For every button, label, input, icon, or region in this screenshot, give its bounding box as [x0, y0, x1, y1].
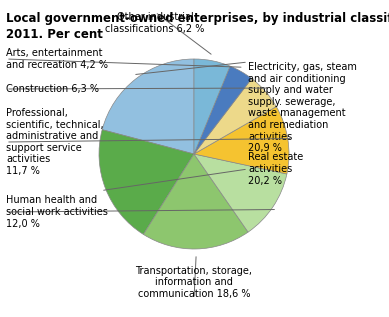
Wedge shape: [99, 130, 194, 234]
Wedge shape: [194, 107, 289, 174]
Wedge shape: [194, 59, 230, 154]
Text: Local government-owned enterprises, by industrial classification.
2011. Per cent: Local government-owned enterprises, by i…: [6, 12, 389, 41]
Text: Professional,
scientific, technical,
administrative and
support service
activiti: Professional, scientific, technical, adm…: [6, 108, 103, 176]
Text: Arts, entertainment
and recreation 4,2 %: Arts, entertainment and recreation 4,2 %: [6, 48, 108, 70]
Wedge shape: [194, 154, 287, 232]
Wedge shape: [144, 154, 248, 249]
Wedge shape: [102, 59, 194, 154]
Text: Other industrial
classifications 6,2 %: Other industrial classifications 6,2 %: [105, 12, 205, 34]
Text: Transportation, storage,
information and
communication 18,6 %: Transportation, storage, information and…: [135, 266, 252, 299]
Text: Construction 6,3 %: Construction 6,3 %: [6, 84, 99, 94]
Text: Human health and
social work activities
12,0 %: Human health and social work activities …: [6, 195, 108, 229]
Wedge shape: [194, 79, 276, 154]
Text: Electricity, gas, steam
and air conditioning
supply and water
supply. sewerage,
: Electricity, gas, steam and air conditio…: [248, 62, 357, 153]
Wedge shape: [194, 66, 252, 154]
Text: Real estate
activities
20,2 %: Real estate activities 20,2 %: [248, 152, 303, 185]
